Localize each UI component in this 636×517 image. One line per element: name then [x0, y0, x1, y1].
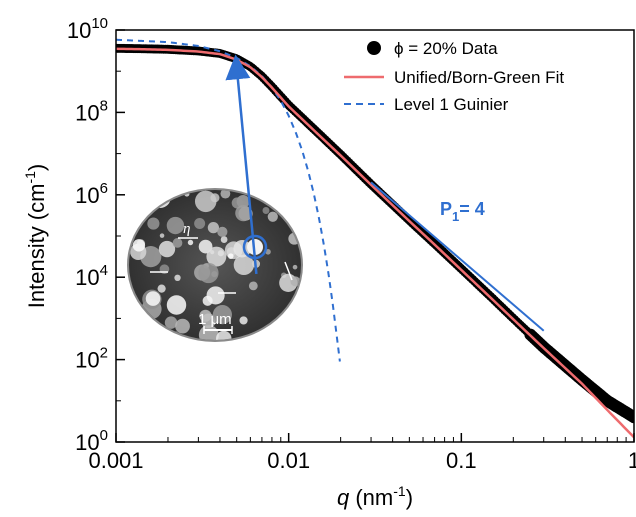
- x-axis: 0.001 0.01 0.1 1: [88, 433, 636, 473]
- inset-particle: [198, 262, 219, 284]
- inset-particle: [175, 318, 190, 334]
- inset-particle: [220, 236, 228, 243]
- legend-label-guinier: Level 1 Guinier: [394, 95, 509, 114]
- inset-particle: [194, 217, 206, 229]
- inset-eta-label: η: [183, 221, 190, 237]
- y-tick-label: 100: [75, 427, 108, 455]
- inset-particle: [267, 211, 278, 222]
- inset-particle: [290, 276, 301, 287]
- x-axis-title: q (nm-1): [337, 483, 413, 510]
- inset-particle: [235, 205, 252, 222]
- inset-particle: [187, 239, 194, 246]
- inset-particle: [248, 281, 258, 291]
- y-tick-label: 1010: [67, 15, 108, 43]
- x-tick-label: 0.01: [267, 448, 310, 473]
- inset-particle: [159, 233, 165, 238]
- inset-particle: [147, 217, 160, 230]
- legend-label-fit: Unified/Born-Green Fit: [394, 68, 564, 87]
- y-axis: 100 102 104 106 108 1010: [67, 15, 125, 455]
- legend-label-data: ϕ = 20% Data: [394, 39, 498, 58]
- inset-particle: [207, 221, 220, 234]
- inset-particle: [129, 204, 143, 222]
- inset-particle: [216, 330, 232, 340]
- data-point: [628, 411, 634, 424]
- y-tick-label: 102: [75, 345, 108, 373]
- inset-particle: [172, 238, 183, 248]
- inset-particle: [166, 295, 187, 315]
- inset-particle: [212, 305, 232, 325]
- y-axis-title: Intensity (cm-1): [22, 164, 49, 308]
- inset-particle: [166, 216, 185, 235]
- inset-particle: [164, 316, 178, 329]
- inset-particle: [201, 313, 216, 329]
- inset-particle: [156, 192, 162, 199]
- inset-particle: [292, 264, 298, 270]
- inset-particle: [158, 240, 176, 258]
- legend: ϕ = 20% Data Unified/Born-Green Fit Leve…: [344, 39, 564, 114]
- inset-particle: [220, 190, 231, 199]
- inset-particle: [153, 331, 166, 340]
- y-tick-label: 104: [75, 262, 108, 290]
- inset-particle: [227, 253, 234, 259]
- inset-particle: [262, 207, 270, 214]
- inset-particle: [145, 291, 161, 306]
- y-tick-label: 106: [75, 180, 108, 208]
- inset-particle: [217, 226, 228, 237]
- inset-particle: [239, 316, 248, 325]
- inset-particle: [194, 190, 217, 213]
- inset-particle: [157, 284, 166, 293]
- x-tick-label: 0.1: [446, 448, 477, 473]
- inset-particle: [206, 246, 227, 267]
- x-tick-label: 1: [628, 448, 636, 473]
- inset-particle: [277, 326, 288, 338]
- inset-particle: [140, 319, 147, 325]
- series-fit-line: [116, 47, 634, 439]
- inset-size-marker-3: [284, 261, 293, 281]
- slope-label: P1= 4: [440, 199, 485, 224]
- micrograph-inset: η 1 μm: [127, 188, 303, 342]
- legend-marker-data: [367, 41, 381, 55]
- callout-arrow: [225, 54, 258, 275]
- inset-particle: [174, 274, 181, 281]
- inset-scale-label: 1 μm: [198, 311, 232, 328]
- inset-particle: [233, 254, 255, 275]
- inset-particle: [206, 286, 225, 305]
- inset-particle: [132, 239, 146, 252]
- y-tick-label: 108: [75, 97, 108, 125]
- series-layer: [116, 38, 634, 439]
- inset-particle: [198, 325, 219, 340]
- slope-guide-line: [370, 181, 545, 332]
- x-tick-label: 0.001: [88, 448, 143, 473]
